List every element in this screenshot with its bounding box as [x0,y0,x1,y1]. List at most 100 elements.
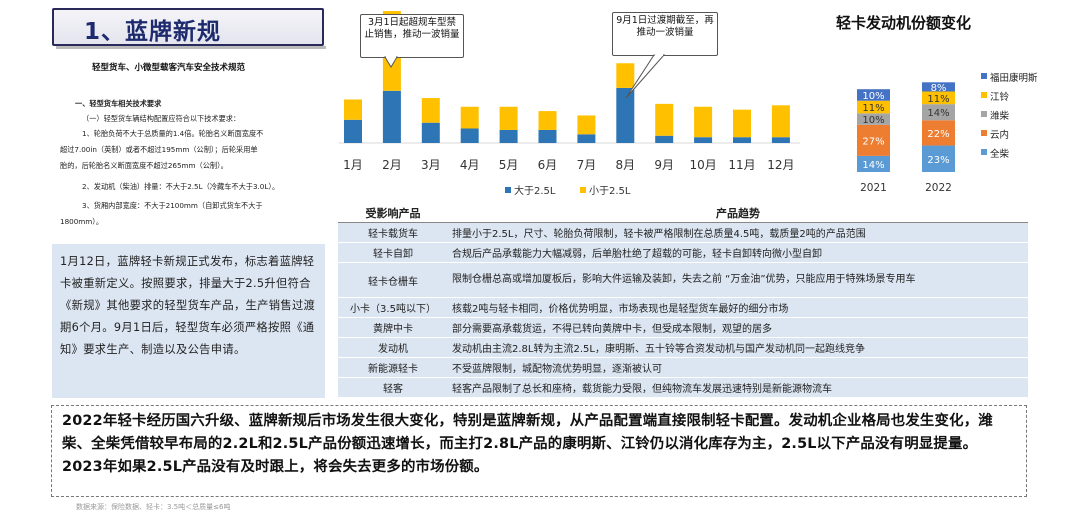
callout-march: 3月1日起超规车型禁止销售，推动一波销量 [360,14,464,58]
x-tick-label: 2022 [925,182,952,194]
document-line: （一）轻型货车辆结构配置应符合以下技术要求： [82,114,241,123]
legend-label: 小于2.5L [589,185,631,197]
bar-small-displacement [733,109,751,138]
title-frame [52,8,324,46]
document-line: 2、发动机（柴油）排量：不大于2.5L（冷藏车不大于3.0L）。 [82,182,280,191]
share-data-label: 23% [927,155,949,166]
x-tick-label: 10月 [689,158,716,172]
bar-group [694,106,713,143]
legend-swatch [981,73,987,79]
bar-small-displacement [421,98,440,123]
legend-label: 江铃 [990,92,1010,103]
bar-group [733,109,751,143]
callout-september: 9月1日过渡期截至，再推动一波销量 [612,12,718,56]
document-line: 超过7.00in（英制）或者不超过195mm（公制）；后轮采用单 [60,145,258,154]
x-tick-label: 11月 [728,158,755,172]
bar-large-displacement [421,122,440,143]
announcement-text: 1月12日，蓝牌轻卡新规正式发布，标志着蓝牌轻卡被重新定义。按照要求，排量大于2… [60,255,316,356]
share-data-label: 14% [862,160,884,171]
table-row: 小卡（3.5吨以下） 核载2吨与轻卡相同，价格优势明显，市场表现也是轻型货车最好的… [338,297,1028,318]
share-data-label: 10% [862,115,884,126]
legend-swatch [981,149,987,155]
table-row: 新能源轻卡 不受蓝牌限制，城配物流优势明显，逐渐被认可 [338,357,1028,378]
impact-table: 受影响产品 产品趋势 轻卡载货车 排量小于2.5L，尺寸、轮胎负荷限制，轻卡被严格… [338,204,1028,398]
product-cell: 轻卡自卸 [338,242,448,263]
bar-group [616,63,635,143]
legend-label: 福田康明斯 [990,73,1038,84]
x-tick-label: 2月 [382,158,402,172]
bar-large-displacement [771,137,790,143]
share-segment [857,113,890,125]
bar-small-displacement [771,105,790,138]
document-title: 轻型货车、小微型载客汽车安全技术规范 [92,63,246,73]
share-segment [922,120,955,146]
bar-small-displacement [616,63,635,88]
bar-group [421,98,440,143]
x-tick-label: 1月 [343,158,363,172]
column-header: 受影响产品 [338,204,448,223]
bar-group [344,99,362,143]
x-tick-label: 2021 [860,182,887,194]
summary-text: 2022年轻卡经历国六升级、蓝牌新规后市场发生很大变化，特别是蓝牌新规，从产品配… [62,413,993,475]
x-tick-label: 12月 [767,158,794,172]
bar-large-displacement [733,137,751,143]
document-line: 1800mm）。 [60,217,104,226]
bar-large-displacement [577,134,596,143]
x-tick-label: 8月 [615,158,635,172]
bar-large-displacement [460,128,479,143]
trend-cell: 排量小于2.5L，尺寸、轮胎负荷限制，轻卡被严格限制在总质量4.5吨，载质量2吨… [448,222,1028,243]
announcement-box: 1月12日，蓝牌轻卡新规正式发布，标志着蓝牌轻卡被重新定义。按照要求，排量大于2… [52,244,325,398]
share-segment [857,155,890,172]
table-row: 轻客 轻客产品限制了总长和座椅，载货能力受限，但纯物流车发展迅速特别是新能源物流车 [338,377,1028,398]
share-segment [922,145,955,172]
share-data-label: 11% [927,94,949,105]
bar-large-displacement [655,135,674,143]
title-underline [56,46,326,49]
bar-large-displacement [382,90,401,143]
document-line: 胎的，后轮胎名义断面宽度不超过265mm（公制）。 [60,161,228,170]
legend-label: 全柴 [990,149,1010,160]
trend-cell: 核载2吨与轻卡相同，价格优势明显，市场表现也是轻型货车最好的细分市场 [448,297,1028,318]
data-source-note: 数据来源：保险数据、轻卡：3.5吨＜总质量≤6吨 [76,503,231,511]
column-header: 产品趋势 [448,204,1028,223]
trend-cell: 部分需要高承载货运，不得已转向黄牌中卡，但受成本限制，观望的居多 [448,317,1028,338]
bar-small-displacement [460,106,479,129]
legend-swatch [580,187,586,193]
bar-small-displacement [694,106,713,138]
table-row: 黄牌中卡 部分需要高承载货运，不得已转向黄牌中卡，但受成本限制，观望的居多 [338,317,1028,338]
bar-large-displacement [616,87,635,143]
callout-pointers [384,54,666,99]
product-cell: 小卡（3.5吨以下） [338,297,448,318]
share-data-label: 14% [927,108,949,119]
share-chart-title: 轻卡发动机份额变化 [836,14,972,32]
x-tick-label: 4月 [460,158,480,172]
trend-cell: 轻客产品限制了总长和座椅，载货能力受限，但纯物流车发展迅速特别是新能源物流车 [448,377,1028,398]
legend-label: 云内 [990,130,1010,141]
document-line: 1、轮胎负荷不大于总质量的1.4倍。轮胎名义断面宽度不 [82,129,264,138]
bar-small-displacement [499,106,518,130]
legend-label: 大于2.5L [514,184,556,197]
share-data-label: 27% [862,136,884,147]
product-cell: 轻卡载货车 [338,222,448,243]
bar-large-displacement [499,129,518,143]
share-bar: 14% 27% 10%11%10% [857,89,890,172]
table-row: 轻卡仓栅车 限制仓栅总高或增加厦板后，影响大件运输及装卸，失去之前 “万金油”优势… [338,262,1028,298]
bar-small-displacement [344,99,362,120]
product-cell: 黄牌中卡 [338,317,448,338]
legend-swatch [505,187,511,193]
summary-box: 2022年轻卡经历国六升级、蓝牌新规后市场发生很大变化，特别是蓝牌新规，从产品配… [51,405,1027,497]
table-row: 轻卡载货车 排量小于2.5L，尺寸、轮胎负荷限制，轻卡被严格限制在总质量4.5吨，… [338,222,1028,243]
bar-group [538,111,557,143]
share-bar: 23% 22% 14% 11%8% [922,82,955,172]
bar-small-displacement [538,111,557,130]
table-header-row: 受影响产品 产品趋势 [338,204,1028,223]
legend-swatch [981,92,987,98]
document-line: 3、货厢内部宽度：不大于2100mm（自卸式货车不大于 [82,201,263,210]
trend-cell: 合规后产品承载能力大幅减弱，后单胎杜绝了超载的可能，轻卡自卸转向微小型自卸 [448,242,1028,263]
document-section: 一、轻型货车相关技术要求 [75,99,162,108]
trend-cell: 发动机由主流2.8L转为主流2.5L，康明斯、五十铃等合资发动机与国产发动机同一… [448,337,1028,358]
bar-large-displacement [538,129,557,143]
legend-label: 潍柴 [990,111,1010,122]
trend-cell: 限制仓栅总高或增加厦板后，影响大件运输及装卸，失去之前 “万金油”优势，只能应用… [448,262,1028,298]
bar-small-displacement [577,115,596,135]
